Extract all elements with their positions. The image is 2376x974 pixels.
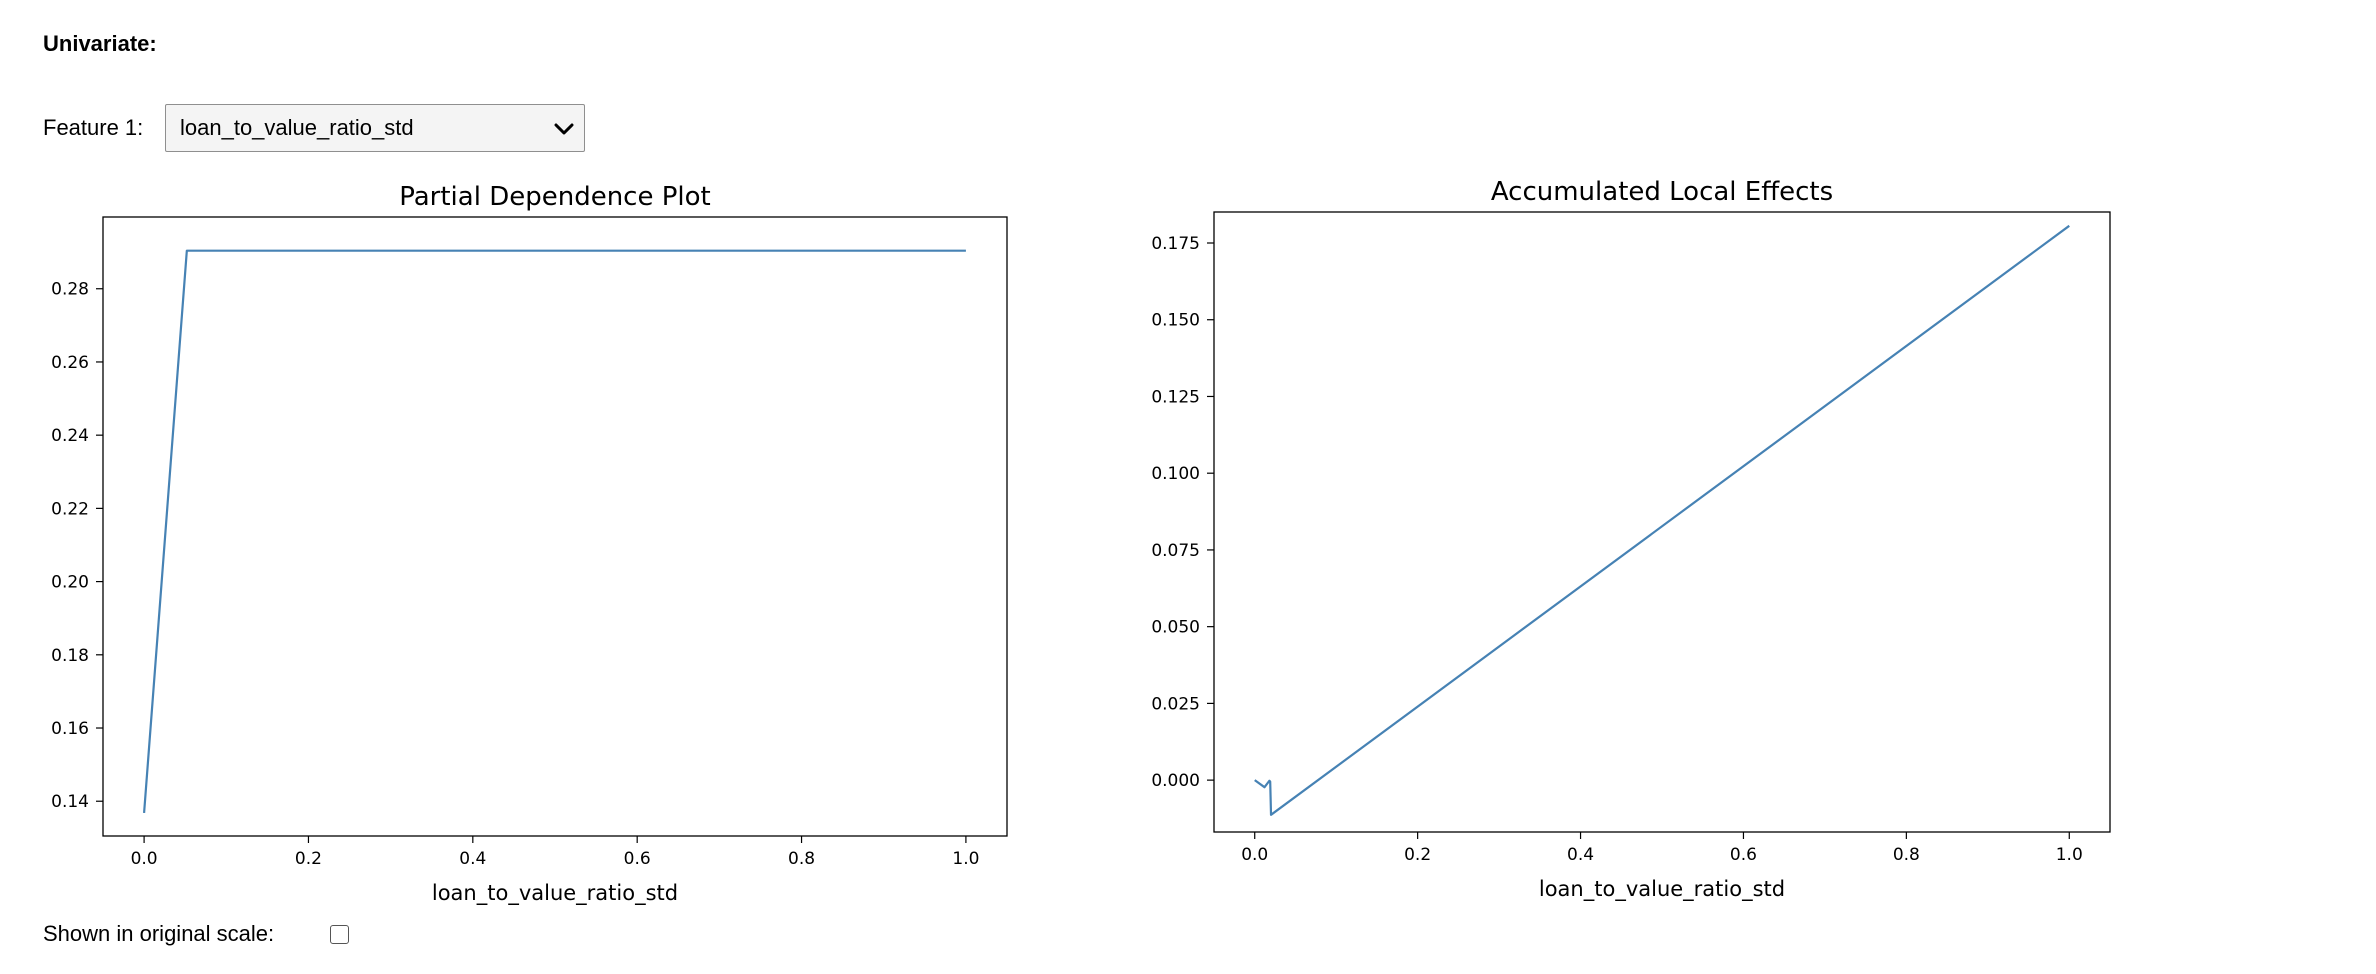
pdp-x-axis-label: loan_to_value_ratio_std xyxy=(432,881,678,906)
pdp-series-line-0 xyxy=(142,249,966,814)
ale-x-axis-label: loan_to_value_ratio_std xyxy=(1539,877,1785,902)
ale-y-tick-label: 0.100 xyxy=(1151,464,1200,484)
pdp-y-tick-label: 0.24 xyxy=(51,426,89,446)
original-scale-checkbox[interactable] xyxy=(330,924,349,944)
ale-y-tick-label: 0.125 xyxy=(1151,387,1200,407)
partial-dependence-chart: Partial Dependence Plot 0.0 0.2 0.4 0.6 0.8 1.… xyxy=(0,170,1050,910)
ale-x-tick-label: 1.0 xyxy=(2056,845,2083,865)
ale-y-tick-label: 0.150 xyxy=(1151,311,1200,331)
ale-x-tick-label: 0.8 xyxy=(1893,845,1920,865)
ale-series-line-0 xyxy=(1254,224,2070,816)
pdp-y-tick-label: 0.14 xyxy=(51,792,89,812)
feature-label: Feature 1: xyxy=(43,115,144,140)
pdp-svg: Partial Dependence Plot 0.0 0.2 0.4 0.6 0.8 1.… xyxy=(51,182,1008,906)
pdp-x-tick-label: 0.8 xyxy=(788,849,815,869)
pdp-y-tick-label: 0.22 xyxy=(51,499,89,519)
feature-row: Feature 1: loan_to_value_ratio_std xyxy=(43,104,585,152)
pdp-y-tick-label: 0.28 xyxy=(51,280,89,300)
pdp-x-tick-label: 0.6 xyxy=(624,849,651,869)
ale-y-tick-label: 0.050 xyxy=(1151,618,1200,638)
ale-title: Accumulated Local Effects xyxy=(1491,177,1833,207)
pdp-y-tick-label: 0.20 xyxy=(51,573,89,593)
ale-x-tick-label: 0.6 xyxy=(1730,845,1757,865)
scale-row: Shown in original scale: xyxy=(43,918,349,950)
ale-x-tick-label: 0.4 xyxy=(1567,845,1594,865)
ale-y-tick-label: 0.075 xyxy=(1151,541,1200,561)
ale-x-tick-label: 0.2 xyxy=(1404,845,1431,865)
pdp-x-tick-label: 1.0 xyxy=(952,849,979,869)
pdp-title: Partial Dependence Plot xyxy=(399,182,711,212)
ale-y-tick-label: 0.175 xyxy=(1151,234,1200,254)
accumulated-local-effects-chart: Accumulated Local Effects 0.0 0.2 0.4 0.6 0.8… xyxy=(1110,170,2160,910)
ale-y-tick-label: 0.025 xyxy=(1151,694,1200,714)
page-title: Univariate: xyxy=(43,31,157,56)
pdp-x-tick-label: 0.0 xyxy=(131,849,158,869)
scale-label: Shown in original scale: xyxy=(43,921,275,946)
pdp-y-tick-label: 0.26 xyxy=(51,353,89,373)
pdp-x-tick-label: 0.2 xyxy=(295,849,322,869)
ale-x-tick-label: 0.0 xyxy=(1241,845,1268,865)
feature-select[interactable]: loan_to_value_ratio_std xyxy=(165,104,585,152)
feature-select-value: loan_to_value_ratio_std xyxy=(180,115,414,140)
pdp-y-tick-label: 0.16 xyxy=(51,719,89,739)
pdp-x-tick-label: 0.4 xyxy=(459,849,486,869)
ale-svg: Accumulated Local Effects 0.0 0.2 0.4 0.6 0.8… xyxy=(1151,177,2111,902)
chevron-down-icon xyxy=(554,123,574,135)
pdp-y-tick-label: 0.18 xyxy=(51,646,89,666)
ale-y-tick-label: 0.000 xyxy=(1151,771,1200,791)
pdp-axes-frame xyxy=(102,216,1008,837)
ale-axes-frame xyxy=(1213,211,2111,833)
